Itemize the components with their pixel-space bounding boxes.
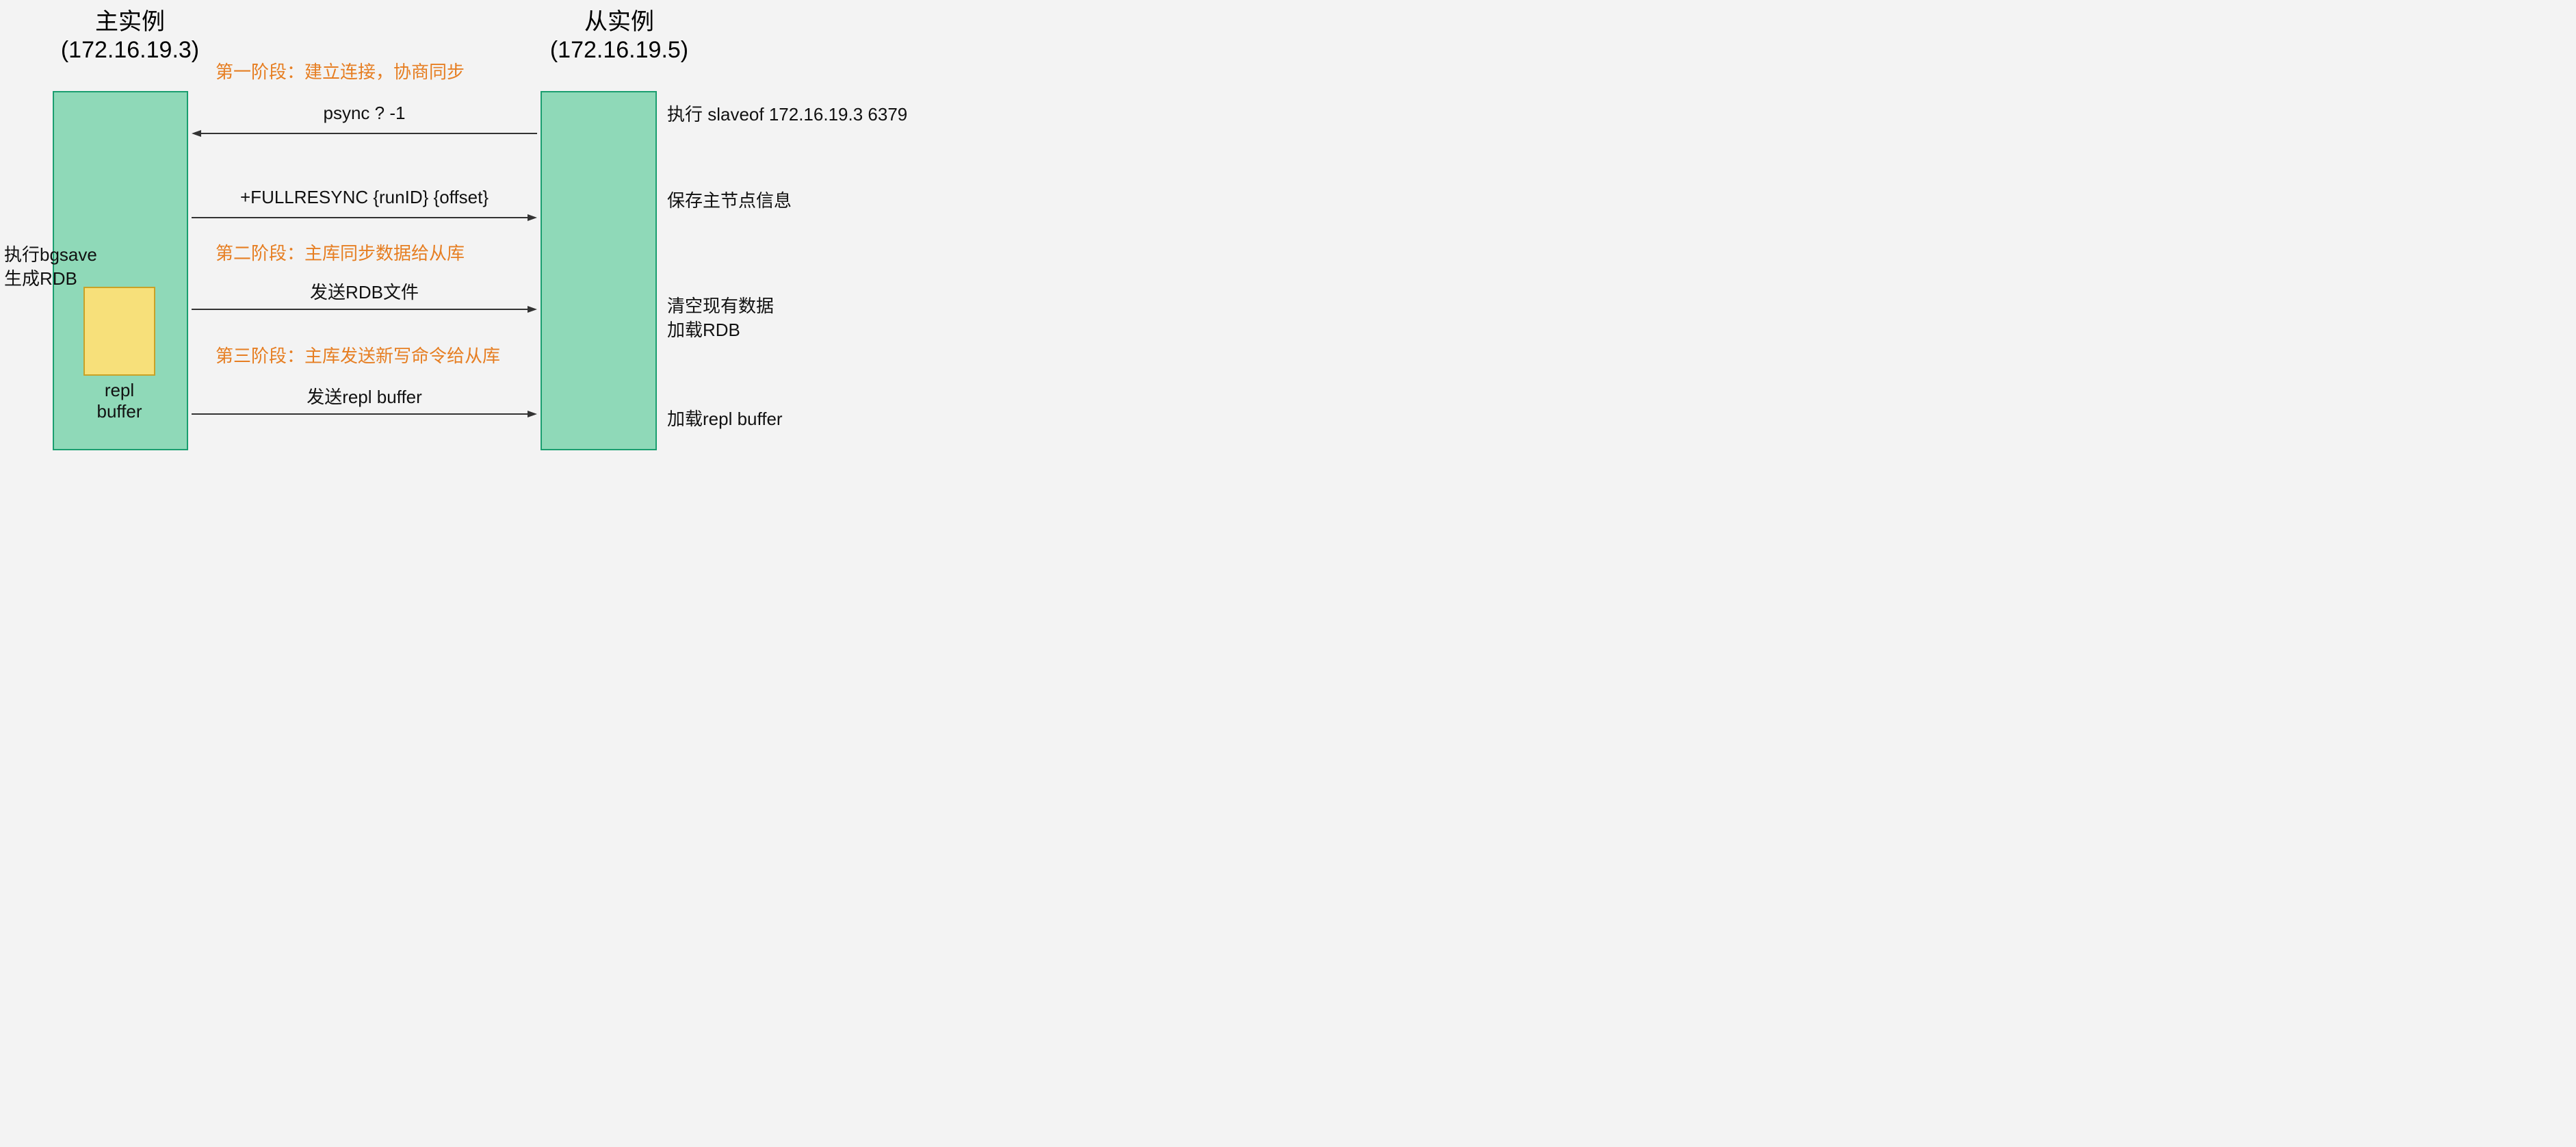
message-psync: psync ? -1 xyxy=(192,103,537,124)
arrow-rdb xyxy=(192,305,537,313)
slave-note-1: 执行 slaveof 172.16.19.3 6379 xyxy=(667,103,907,127)
arrow-fullresync xyxy=(192,214,537,222)
slave-instance-box xyxy=(541,91,657,450)
diagram-canvas: 主实例 (172.16.19.3) 从实例 (172.16.19.5) repl… xyxy=(0,0,1030,459)
master-side-note-l1: 执行bgsave xyxy=(4,243,109,267)
message-rdb: 发送RDB文件 xyxy=(192,279,537,304)
master-title-line1: 主实例 xyxy=(41,8,219,36)
slave-note-3-l2: 加载RDB xyxy=(667,318,774,342)
master-side-note: 执行bgsave 生成RDB xyxy=(0,243,109,291)
arrow-repl-buffer xyxy=(192,410,537,418)
slave-note-3: 清空现有数据 加载RDB xyxy=(667,294,774,342)
slave-note-2: 保存主节点信息 xyxy=(667,189,792,213)
slave-title: 从实例 (172.16.19.5) xyxy=(527,8,712,64)
slave-note-4: 加载repl buffer xyxy=(667,407,783,431)
repl-buffer-label-l2: buffer xyxy=(70,401,169,422)
repl-buffer-label: repl buffer xyxy=(70,380,169,422)
repl-buffer-box xyxy=(83,287,155,376)
master-title-line2: (172.16.19.3) xyxy=(41,36,219,64)
phase-3-label: 第三阶段：主库发送新写命令给从库 xyxy=(216,342,500,368)
slave-title-line1: 从实例 xyxy=(527,8,712,36)
repl-buffer-label-l1: repl xyxy=(70,380,169,401)
master-title: 主实例 (172.16.19.3) xyxy=(41,8,219,64)
message-fullresync: +FULLRESYNC {runID} {offset} xyxy=(192,187,537,208)
slave-note-3-l1: 清空现有数据 xyxy=(667,294,774,318)
message-repl-buffer: 发送repl buffer xyxy=(192,383,537,409)
phase-2-label: 第二阶段：主库同步数据给从库 xyxy=(216,240,465,265)
arrow-psync xyxy=(192,129,537,138)
phase-1-label: 第一阶段：建立连接，协商同步 xyxy=(216,58,465,83)
master-side-note-l2: 生成RDB xyxy=(4,267,109,291)
slave-title-line2: (172.16.19.5) xyxy=(527,36,712,64)
